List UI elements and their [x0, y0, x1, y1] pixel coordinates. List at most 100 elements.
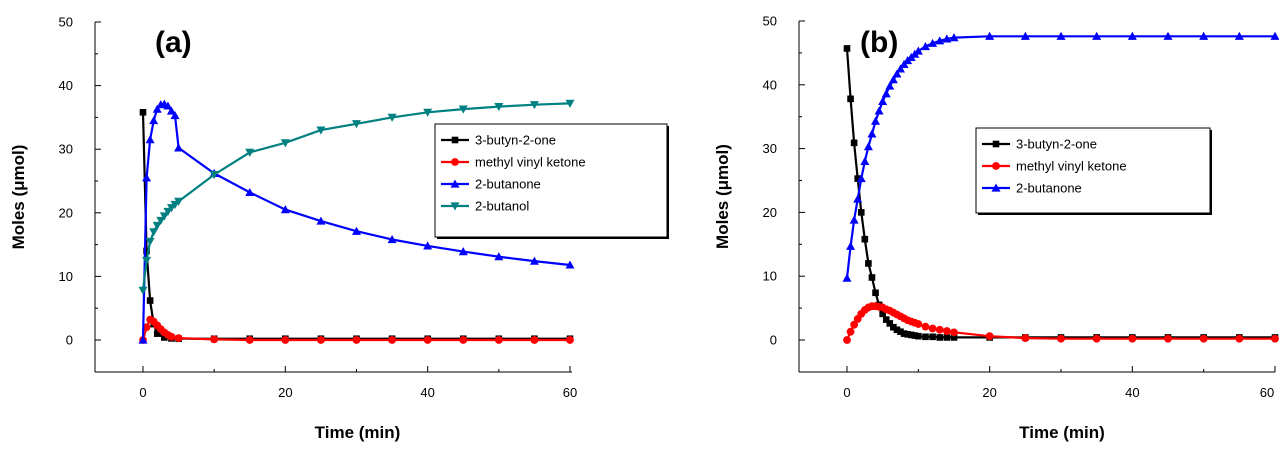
x-tick-label: 40 — [1125, 385, 1139, 400]
y-tick-label: 40 — [59, 78, 73, 93]
data-point — [387, 113, 397, 122]
data-point — [1234, 31, 1244, 40]
data-point — [458, 247, 468, 256]
data-point — [245, 148, 255, 157]
data-point — [1057, 334, 1065, 343]
legend-entry: methyl vinyl ketone — [982, 159, 1127, 174]
data-point — [913, 46, 923, 55]
y-tick-label: 50 — [59, 15, 73, 30]
data-point — [929, 333, 936, 341]
data-point — [928, 38, 938, 47]
legend-marker — [450, 202, 460, 211]
data-point — [494, 336, 503, 344]
data-point — [914, 320, 923, 328]
data-point — [143, 247, 150, 255]
y-tick-label: 30 — [763, 141, 777, 156]
data-point — [882, 316, 890, 323]
data-point — [985, 31, 995, 40]
legend: 3-butyn-2-one methyl vinyl ketone 2-butano… — [975, 127, 1212, 215]
legend-label: methyl vinyl ketone — [1016, 159, 1127, 174]
series-2-butanone — [138, 99, 575, 344]
x-axis-title: Time (min) — [1019, 423, 1105, 442]
series-line — [141, 102, 571, 341]
y-tick-label: 50 — [763, 14, 777, 29]
data-point — [922, 333, 929, 341]
data-point — [888, 75, 898, 84]
x-tick-label: 20 — [278, 385, 292, 400]
data-point — [210, 335, 219, 344]
data-point — [942, 327, 951, 335]
data-point — [935, 36, 945, 45]
data-point — [138, 335, 148, 344]
data-point — [842, 273, 852, 282]
data-point — [459, 336, 468, 344]
legend-box — [975, 127, 1211, 214]
data-point — [161, 334, 168, 341]
data-point — [854, 175, 861, 182]
data-point — [911, 332, 919, 339]
data-point — [352, 226, 361, 235]
data-point — [1020, 31, 1030, 40]
data-point — [846, 241, 856, 250]
x-tick-label: 60 — [1260, 385, 1274, 400]
data-point — [152, 221, 162, 231]
data-point — [458, 105, 468, 114]
x-tick-label: 40 — [420, 385, 434, 400]
data-point — [280, 205, 290, 214]
legend-label: 2-butanone — [475, 177, 541, 192]
y-tick-label: 20 — [59, 205, 73, 220]
data-point — [156, 216, 166, 225]
legend-marker — [992, 140, 1000, 148]
data-point — [949, 33, 959, 42]
data-point — [138, 286, 148, 295]
data-point — [872, 289, 879, 297]
legend-marker — [451, 158, 459, 166]
y-tick-label: 10 — [59, 269, 73, 284]
data-point — [152, 104, 162, 113]
legend-marker — [451, 136, 459, 144]
data-point — [1199, 31, 1209, 40]
data-point — [1056, 31, 1066, 40]
data-point — [423, 336, 432, 344]
data-point — [423, 108, 433, 117]
data-point — [890, 323, 897, 331]
data-point — [352, 336, 361, 344]
data-point — [867, 129, 877, 138]
data-point — [921, 322, 930, 331]
legend-entry: 3-butyn-2-one — [441, 133, 556, 148]
data-point — [387, 235, 397, 244]
data-point — [209, 171, 219, 180]
data-point — [846, 327, 855, 336]
x-tick-label: 0 — [843, 385, 850, 400]
legend-entry: 3-butyn-2-one — [982, 137, 1097, 152]
data-point — [892, 69, 902, 78]
data-point — [170, 110, 180, 120]
data-point — [142, 173, 152, 182]
data-point — [1127, 31, 1137, 40]
data-point — [149, 116, 159, 125]
data-point — [245, 187, 255, 197]
legend-label: 3-butyn-2-one — [1016, 137, 1097, 152]
data-point — [352, 120, 361, 129]
data-point — [1235, 334, 1244, 343]
data-point — [529, 101, 539, 110]
data-point — [316, 126, 326, 135]
data-point — [139, 109, 147, 116]
data-point — [530, 336, 539, 344]
y-tick-label: 40 — [763, 77, 777, 92]
y-tick-label: 0 — [66, 333, 73, 348]
data-point — [853, 194, 863, 203]
data-point — [950, 328, 958, 337]
data-point — [860, 156, 870, 165]
legend-entry: methyl vinyl ketone — [441, 155, 586, 170]
data-point — [1164, 334, 1172, 343]
y-tick-label: 30 — [59, 142, 73, 157]
y-tick-label: 20 — [763, 205, 777, 220]
data-point — [849, 215, 859, 224]
data-point — [856, 174, 866, 183]
data-point — [166, 106, 176, 115]
data-point — [886, 320, 894, 327]
legend-entry: 2-butanol — [441, 199, 529, 214]
y-tick-label: 10 — [763, 269, 777, 284]
